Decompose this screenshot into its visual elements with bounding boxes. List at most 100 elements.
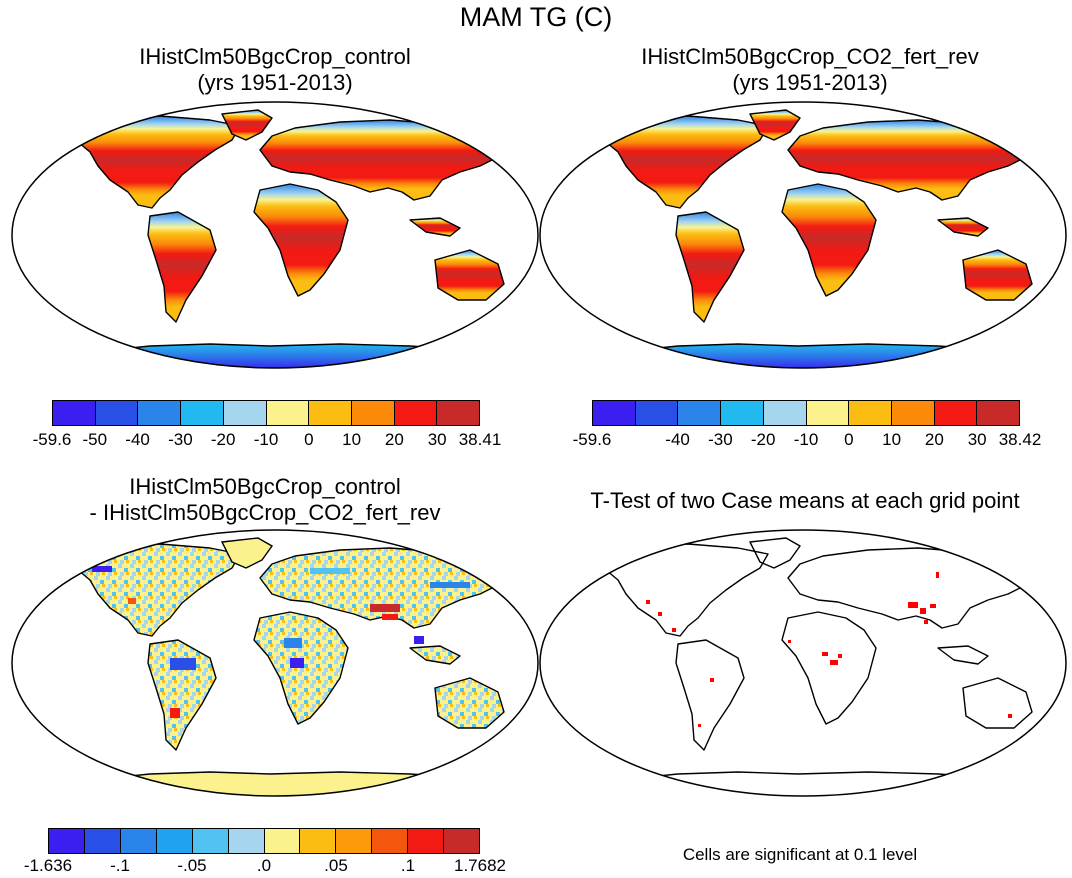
colorbar-segment — [977, 401, 1020, 425]
colorbar-tick-label: -59.6 — [32, 430, 72, 449]
figure-title: MAM TG (C) — [459, 2, 613, 32]
land-europe-asia — [259, 119, 511, 201]
colorbar-co2-fert-rev — [592, 400, 1020, 426]
difference-hotspots — [92, 566, 470, 718]
land-greenland — [749, 109, 801, 141]
land-greenland — [221, 109, 273, 141]
land-south-america — [675, 211, 745, 323]
panel-title-line2: (yrs 1951-2013) — [732, 70, 888, 95]
colorbar-segment — [264, 829, 301, 853]
colorbar-tick-label: -1.636 — [23, 856, 73, 875]
significant-cells — [646, 572, 1012, 727]
colorbar-segment — [192, 829, 229, 853]
colorbar-segment — [763, 401, 807, 425]
colorbar-tick-label: 30 — [427, 430, 447, 449]
colorbar-tick-label: .1 — [400, 856, 416, 875]
colorbar-segment — [95, 401, 139, 425]
colorbar-segment — [394, 401, 438, 425]
panel-title-line1: IHistClm50BgcCrop_CO2_fert_rev — [641, 44, 979, 69]
colorbar-segment — [84, 829, 121, 853]
colorbar-tick-label: -10 — [793, 430, 819, 449]
colorbar-tick-label: .0 — [256, 856, 272, 875]
colorbar-tick-label: 1.7682 — [454, 856, 506, 875]
colorbar-segment — [437, 401, 480, 425]
land-se-asia-islands — [409, 217, 461, 237]
colorbar-tick-label: -10 — [253, 430, 279, 449]
colorbar-tick-label: .05 — [324, 856, 348, 875]
colorbar-tick-label: 38.42 — [998, 430, 1042, 449]
significance-note: Cells are significant at 0.1 level — [682, 845, 918, 864]
colorbar-segment — [156, 829, 193, 853]
colorbar-tick-label: 0 — [304, 430, 314, 449]
map-co2-fert-rev — [539, 101, 1067, 369]
colorbar-tick-label: 10 — [342, 430, 362, 449]
land-australia — [962, 677, 1033, 729]
map-control — [11, 101, 539, 369]
colorbar-segment — [635, 401, 679, 425]
colorbar-tick-label: -20 — [210, 430, 236, 449]
land-south-america — [675, 639, 745, 751]
colorbar-tick-label: 20 — [924, 430, 944, 449]
colorbar-tick-label: -50 — [82, 430, 108, 449]
colorbar-tick-label: -.1 — [110, 856, 130, 875]
colorbar-control-ticks: -59.6 -50 -40 -30 -20 -10 0 10 20 30 38.41 — [33, 430, 502, 452]
colorbar-difference-ticks: -1.636 -.1 -.05 .0 .05 .1 1.7682 — [24, 856, 506, 878]
colorbar-co2-fert-rev-ticks: -59.6 -40 -30 -20 -10 0 10 20 30 38.42 — [573, 430, 1042, 452]
colorbar-segment — [806, 401, 850, 425]
colorbar-tick-label: 10 — [882, 430, 902, 449]
map-ttest — [539, 529, 1067, 797]
colorbar-tick-label: -.05 — [177, 856, 207, 875]
colorbar-control — [52, 400, 480, 426]
land-north-america — [597, 115, 769, 209]
land-greenland — [749, 537, 801, 569]
colorbar-segment — [228, 829, 265, 853]
panel-title-line2: (yrs 1951-2013) — [197, 70, 353, 95]
land-south-america — [147, 211, 217, 323]
colorbar-tick-label: -40 — [665, 430, 690, 449]
colorbar-segment — [934, 401, 978, 425]
land-africa — [781, 611, 877, 725]
colorbar-segment — [266, 401, 310, 425]
land-australia — [434, 249, 505, 301]
colorbar-segment — [138, 401, 182, 425]
land-europe-asia — [787, 119, 1039, 201]
colorbar-difference — [48, 828, 480, 854]
colorbar-segment — [336, 829, 373, 853]
land-se-asia-islands — [409, 645, 461, 665]
colorbar-segment — [444, 829, 480, 853]
land-north-america — [597, 543, 769, 637]
colorbar-segment — [223, 401, 267, 425]
colorbar-tick-label: -20 — [750, 430, 776, 449]
land-australia — [962, 249, 1033, 301]
land-antarctica — [577, 343, 1059, 368]
land-africa — [781, 183, 877, 297]
colorbar-tick-label: 38.41 — [458, 430, 502, 449]
colorbar-segment — [891, 401, 935, 425]
land-se-asia-islands — [937, 645, 989, 665]
colorbar-segment — [593, 401, 636, 425]
colorbar-tick-label: 0 — [844, 430, 854, 449]
panel-title-difference: IHistClm50BgcCrop_control - IHistClm50Bg… — [40, 474, 490, 526]
panel-title-ttest: T-Test of two Case means at each grid po… — [590, 488, 1020, 513]
colorbar-tick-label: -30 — [168, 430, 193, 449]
land-north-america — [69, 543, 241, 637]
colorbar-segment — [372, 829, 409, 853]
colorbar-tick-label: -40 — [125, 430, 150, 449]
colorbar-segment — [721, 401, 764, 425]
colorbar-tick-label: 30 — [967, 430, 987, 449]
panel-title-line2: - IHistClm50BgcCrop_CO2_fert_rev — [89, 500, 441, 525]
colorbar-tick-label: -59.6 — [572, 430, 612, 449]
panel-title-line1: IHistClm50BgcCrop_control — [139, 44, 411, 69]
colorbar-segment — [53, 401, 96, 425]
colorbar-segment — [351, 401, 395, 425]
colorbar-segment — [678, 401, 722, 425]
map-difference — [11, 529, 539, 797]
land-africa — [253, 183, 349, 297]
panel-title-control: IHistClm50BgcCrop_control (yrs 1951-2013… — [60, 44, 490, 96]
land-se-asia-islands — [937, 217, 989, 237]
colorbar-tick-label: -30 — [708, 430, 733, 449]
land-north-america — [69, 115, 241, 209]
land-greenland — [220, 537, 274, 569]
panel-title-line1: IHistClm50BgcCrop_control — [129, 474, 401, 499]
colorbar-segment — [181, 401, 224, 425]
